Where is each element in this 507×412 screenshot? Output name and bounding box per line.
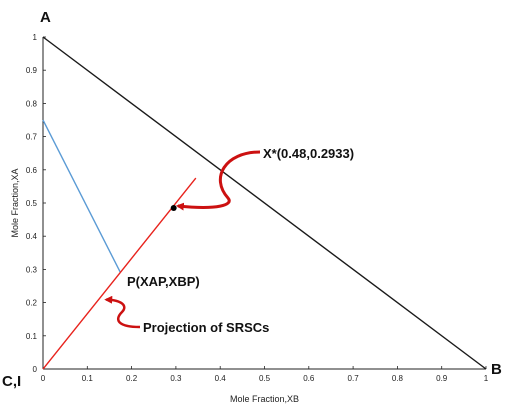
annotation-projection: Projection of SRSCs — [143, 320, 269, 335]
y-tick-labels: 0 0.1 0.2 0.3 0.4 0.5 0.6 0.7 0.8 0.9 1 — [26, 33, 46, 374]
y-tick-label: 1 — [33, 33, 38, 42]
y-tick-label: 0.8 — [26, 99, 38, 108]
y-tick-label: 0.3 — [26, 265, 38, 274]
y-tick-label: 0.5 — [26, 199, 38, 208]
y-tick-label: 0.2 — [26, 299, 38, 308]
y-tick-label: 0.1 — [26, 332, 38, 341]
vertex-label-a: A — [40, 9, 51, 26]
x-tick-label: 0.5 — [259, 374, 271, 383]
annotation-arrows — [104, 150, 261, 329]
x-tick-label: 0.7 — [348, 374, 360, 383]
y-tick-label: 0 — [33, 365, 38, 374]
y-tick-label: 0.9 — [26, 66, 38, 75]
x-tick-label: 0.1 — [82, 374, 94, 383]
xstar-arrow — [175, 150, 261, 211]
x-tick-label: 0.2 — [126, 374, 138, 383]
line-blue — [42, 119, 122, 274]
vertex-label-b: B — [491, 361, 502, 378]
line-red-projection — [42, 177, 197, 370]
x-axis-label: Mole Fraction,XB — [230, 394, 299, 404]
series-lines — [42, 36, 487, 370]
vertex-label-ci: C,I — [2, 373, 21, 390]
y-tick-label: 0.7 — [26, 133, 38, 142]
x-tick-label: 0.8 — [392, 374, 404, 383]
x-tick-label: 0.4 — [215, 374, 227, 383]
x-tick-label: 0.3 — [170, 374, 182, 383]
x-tick-label: 0 — [41, 374, 46, 383]
projection-arrow — [104, 295, 141, 329]
xstar-point — [170, 204, 177, 211]
annotation-xstar: X*(0.48,0.2933) — [263, 146, 354, 161]
y-tick-label: 0.6 — [26, 166, 38, 175]
data-points — [170, 204, 177, 211]
x-tick-labels: 0 0.1 0.2 0.3 0.4 0.5 0.6 0.7 0.8 0.9 1 — [41, 366, 489, 383]
annotation-point-p: P(XAP,XBP) — [127, 274, 200, 289]
x-tick-label: 0.6 — [303, 374, 315, 383]
y-tick-label: 0.4 — [26, 232, 38, 241]
line-ab-diagonal — [42, 36, 487, 370]
x-tick-label: 1 — [484, 374, 489, 383]
x-tick-label: 0.9 — [436, 374, 448, 383]
y-axis-label: Mole Fraction,XA — [10, 168, 20, 237]
